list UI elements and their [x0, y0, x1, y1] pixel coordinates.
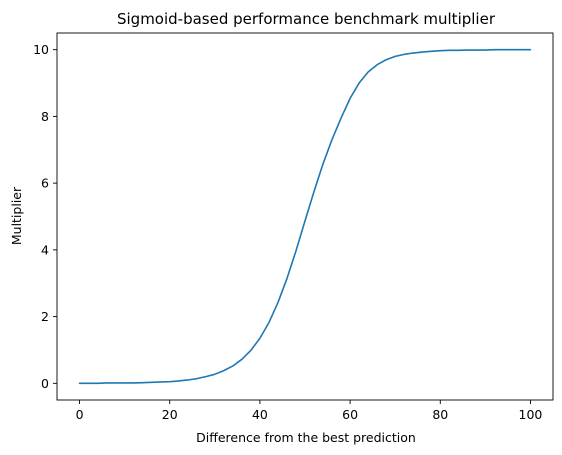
plot-frame	[56, 32, 554, 401]
y-tick-label: 0	[41, 376, 49, 391]
y-tick-label: 10	[33, 42, 49, 57]
x-tick-label: 0	[76, 407, 84, 422]
series-line-0	[78, 48, 532, 385]
x-axis-label: Difference from the best prediction	[196, 430, 416, 445]
plot-area: 0 20 40 60 80 100 0 2 4 6 8 10	[33, 32, 554, 422]
x-tick-label: 60	[342, 407, 358, 422]
x-tick-label: 80	[432, 407, 448, 422]
y-tick-label: 6	[41, 176, 49, 191]
y-tick-label: 8	[41, 109, 49, 124]
x-tick-label: 40	[252, 407, 268, 422]
x-tick-label: 20	[162, 407, 178, 422]
y-tick-label: 4	[41, 242, 49, 257]
y-axis-label: Multiplier	[9, 186, 24, 245]
x-tick-label: 100	[519, 407, 543, 422]
chart-title: Sigmoid-based performance benchmark mult…	[117, 10, 496, 28]
y-tick-label: 2	[41, 309, 49, 324]
